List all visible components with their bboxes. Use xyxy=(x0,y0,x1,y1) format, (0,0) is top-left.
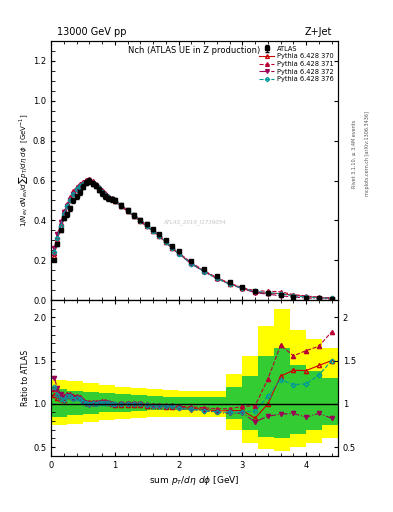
Y-axis label: $1/N_{ev}\ dN_{ev}/d\sum p_T/d\eta\ d\phi$  [GeV$^{-1}$]: $1/N_{ev}\ dN_{ev}/d\sum p_T/d\eta\ d\ph… xyxy=(17,114,30,227)
Text: Rivet 3.1.10, ≥ 3.4M events: Rivet 3.1.10, ≥ 3.4M events xyxy=(352,119,357,188)
Text: mcplots.cern.ch [arXiv:1306.3436]: mcplots.cern.ch [arXiv:1306.3436] xyxy=(365,111,371,196)
Text: 13000 GeV pp: 13000 GeV pp xyxy=(57,27,126,37)
Text: Z+Jet: Z+Jet xyxy=(305,27,332,37)
Y-axis label: Ratio to ATLAS: Ratio to ATLAS xyxy=(21,350,30,406)
Legend: ATLAS, Pythia 6.428 370, Pythia 6.428 371, Pythia 6.428 372, Pythia 6.428 376: ATLAS, Pythia 6.428 370, Pythia 6.428 37… xyxy=(257,43,336,85)
Text: Nch (ATLAS UE in Z production): Nch (ATLAS UE in Z production) xyxy=(129,46,261,55)
Text: ATLAS_2019_I1739054: ATLAS_2019_I1739054 xyxy=(163,220,226,225)
X-axis label: sum $p_T/d\eta\ d\phi$ [GeV]: sum $p_T/d\eta\ d\phi$ [GeV] xyxy=(149,474,240,487)
